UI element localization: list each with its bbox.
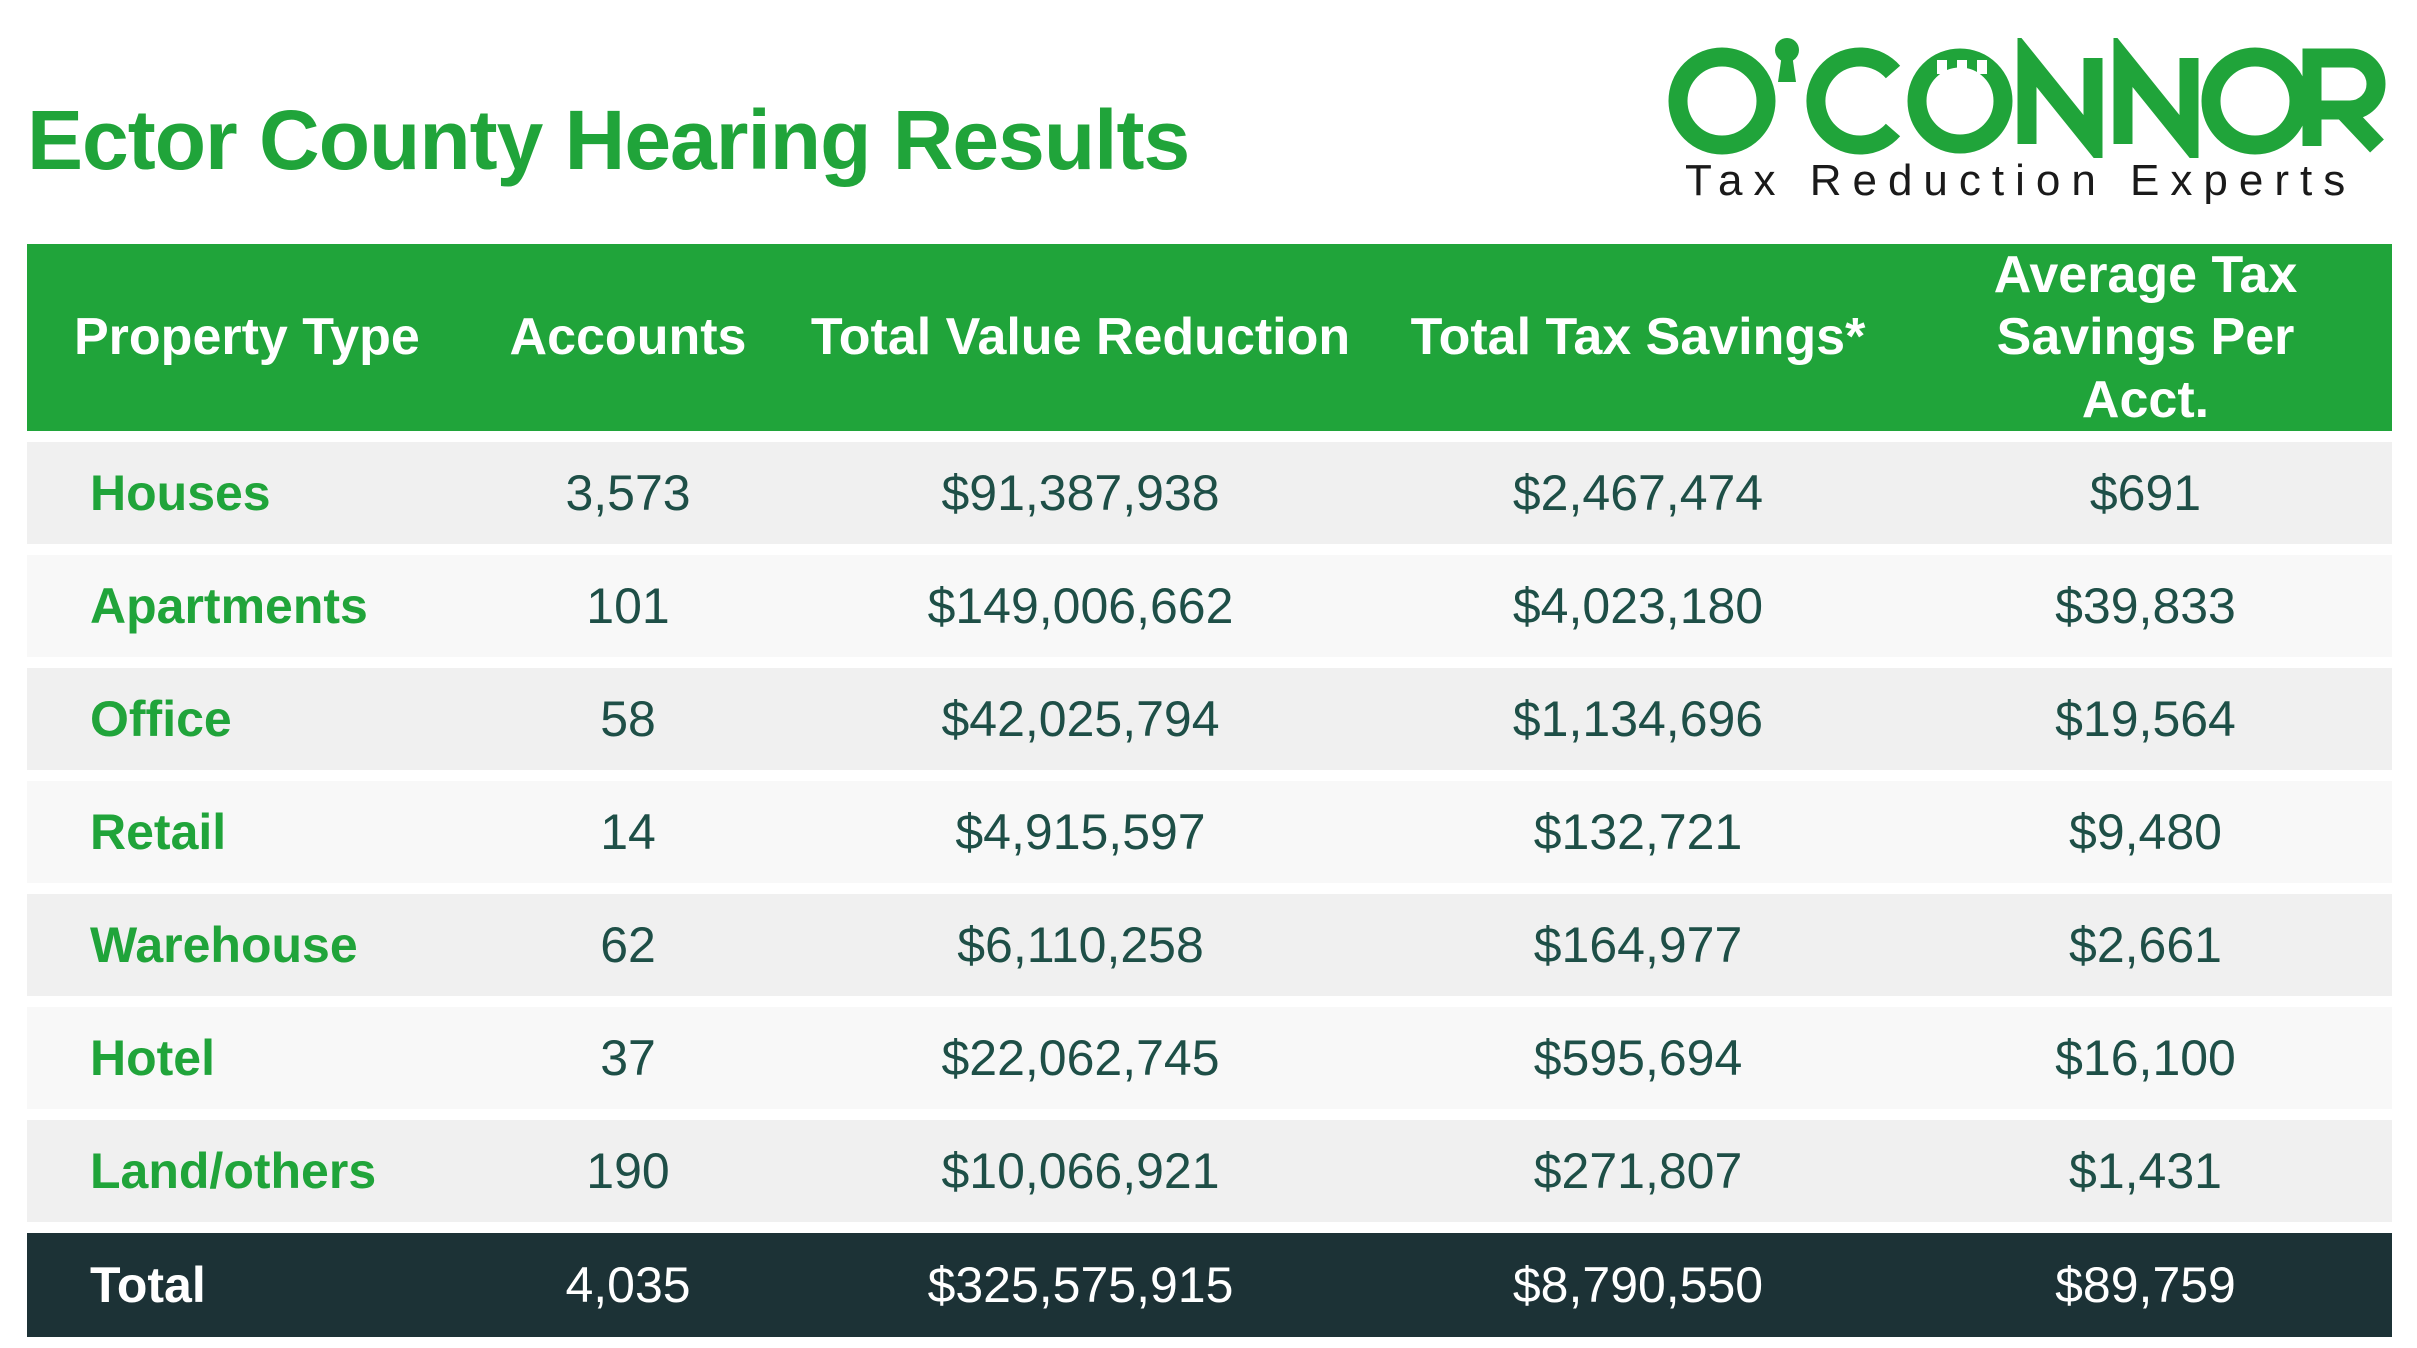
cell-value-reduction: $22,062,745: [784, 1007, 1377, 1110]
table-total-row: Total 4,035 $325,575,915 $8,790,550 $89,…: [27, 1233, 2392, 1338]
table-row: Retail 14 $4,915,597 $132,721 $9,480: [27, 781, 2392, 884]
cell-avg-savings: $691: [1899, 442, 2392, 545]
cell-tax-savings: $4,023,180: [1377, 555, 1899, 658]
cell-tax-savings: $271,807: [1377, 1120, 1899, 1223]
total-accounts: 4,035: [472, 1233, 784, 1338]
cell-accounts: 62: [472, 894, 784, 997]
column-header-total-tax-savings: Total Tax Savings*: [1377, 244, 1899, 432]
page-title: Ector County Hearing Results: [27, 93, 1190, 187]
cell-value-reduction: $10,066,921: [784, 1120, 1377, 1223]
cell-value-reduction: $42,025,794: [784, 668, 1377, 771]
cell-avg-savings: $19,564: [1899, 668, 2392, 771]
cell-property-type: Land/others: [27, 1120, 472, 1223]
cell-value-reduction: $6,110,258: [784, 894, 1377, 997]
total-label: Total: [27, 1233, 472, 1338]
total-value-reduction: $325,575,915: [784, 1233, 1377, 1338]
column-header-property-type: Property Type: [27, 244, 472, 432]
cell-accounts: 3,573: [472, 442, 784, 545]
cell-property-type: Apartments: [27, 555, 472, 658]
table-row: Apartments 101 $149,006,662 $4,023,180 $…: [27, 555, 2392, 658]
cell-avg-savings: $1,431: [1899, 1120, 2392, 1223]
cell-accounts: 101: [472, 555, 784, 658]
cell-value-reduction: $149,006,662: [784, 555, 1377, 658]
cell-property-type: Office: [27, 668, 472, 771]
cell-property-type: Hotel: [27, 1007, 472, 1110]
logo-tagline: Tax Reduction Experts: [1685, 156, 2357, 205]
cell-property-type: Houses: [27, 442, 472, 545]
cell-property-type: Retail: [27, 781, 472, 884]
cell-tax-savings: $2,467,474: [1377, 442, 1899, 545]
cell-tax-savings: $164,977: [1377, 894, 1899, 997]
table-row: Hotel 37 $22,062,745 $595,694 $16,100: [27, 1007, 2392, 1110]
table-header-row: Property Type Accounts Total Value Reduc…: [27, 244, 2392, 432]
cell-accounts: 14: [472, 781, 784, 884]
column-header-average-tax-savings-label: Average Tax Savings Per Acct.: [1993, 246, 2298, 429]
table-row: Houses 3,573 $91,387,938 $2,467,474 $691: [27, 442, 2392, 545]
total-avg-savings: $89,759: [1899, 1233, 2392, 1338]
cell-tax-savings: $132,721: [1377, 781, 1899, 884]
cell-value-reduction: $4,915,597: [784, 781, 1377, 884]
hearing-results-table: Property Type Accounts Total Value Reduc…: [27, 233, 2392, 1348]
cell-value-reduction: $91,387,938: [784, 442, 1377, 545]
oconnor-logo-wordmark: [1668, 38, 2386, 158]
cell-accounts: 37: [472, 1007, 784, 1110]
cell-avg-savings: $16,100: [1899, 1007, 2392, 1110]
oconnor-logo: Tax Reduction Experts: [1665, 38, 2390, 213]
total-tax-savings: $8,790,550: [1377, 1233, 1899, 1338]
cell-avg-savings: $39,833: [1899, 555, 2392, 658]
cell-property-type: Warehouse: [27, 894, 472, 997]
table-row: Office 58 $42,025,794 $1,134,696 $19,564: [27, 668, 2392, 771]
cell-avg-savings: $9,480: [1899, 781, 2392, 884]
cell-accounts: 58: [472, 668, 784, 771]
column-header-total-value-reduction: Total Value Reduction: [784, 244, 1377, 432]
cell-accounts: 190: [472, 1120, 784, 1223]
table-row: Land/others 190 $10,066,921 $271,807 $1,…: [27, 1120, 2392, 1223]
column-header-accounts: Accounts: [472, 244, 784, 432]
cell-tax-savings: $1,134,696: [1377, 668, 1899, 771]
table-row: Warehouse 62 $6,110,258 $164,977 $2,661: [27, 894, 2392, 997]
cell-tax-savings: $595,694: [1377, 1007, 1899, 1110]
cell-avg-savings: $2,661: [1899, 894, 2392, 997]
column-header-average-tax-savings: Average Tax Savings Per Acct.: [1899, 244, 2392, 432]
